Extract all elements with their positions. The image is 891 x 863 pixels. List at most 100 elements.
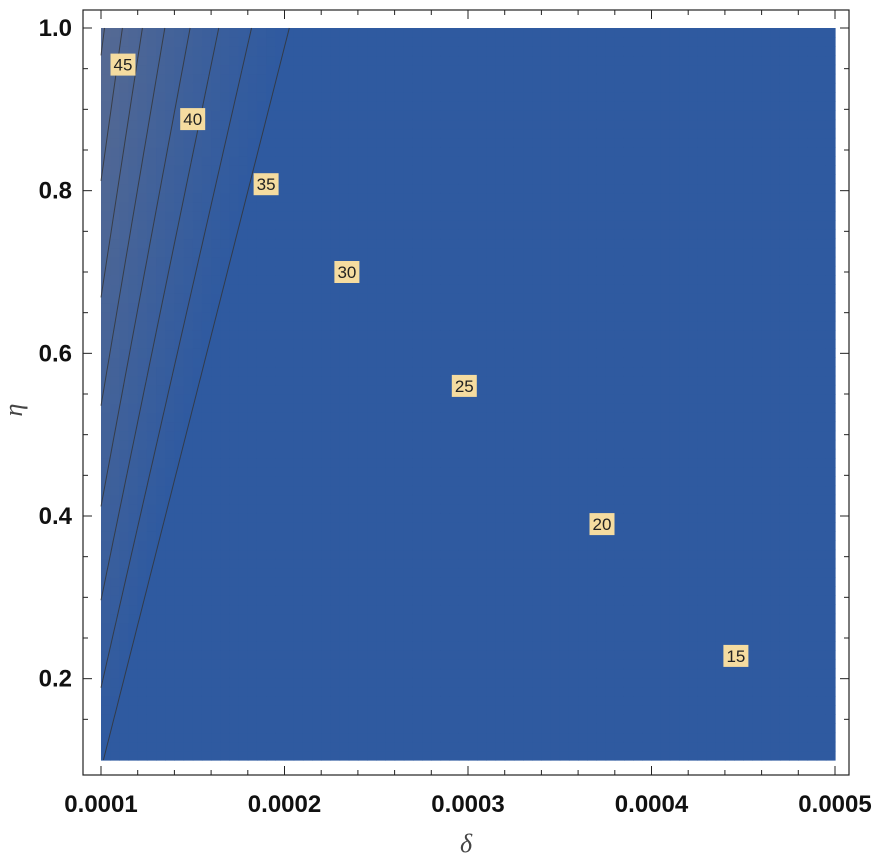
fill-cell: [614, 750, 625, 761]
fill-cell: [523, 494, 533, 505]
fill-cell: [578, 284, 588, 294]
fill-cell: [495, 723, 506, 734]
fill-cell: [440, 137, 451, 148]
fill-cell: [669, 723, 680, 734]
fill-cell: [394, 28, 405, 38]
fill-cell: [128, 403, 139, 413]
fill-cell: [137, 659, 148, 670]
fill-cell: [330, 512, 341, 523]
fill-cell: [137, 595, 148, 606]
fill-cell: [550, 558, 561, 569]
fill-cell: [633, 494, 643, 505]
fill-cell: [495, 247, 506, 258]
fill-cell: [128, 586, 139, 596]
fill-cell: [449, 329, 460, 340]
fill-cell: [614, 458, 625, 468]
fill-cell: [321, 37, 331, 47]
fill-cell: [385, 622, 396, 633]
fill-cell: [293, 485, 304, 496]
fill-cell: [633, 275, 643, 285]
fill-cell: [486, 577, 497, 587]
fill-cell: [101, 82, 111, 93]
fill-cell: [357, 750, 368, 761]
fill-cell: [101, 412, 111, 423]
fill-cell: [532, 503, 543, 514]
fill-cell: [376, 339, 387, 349]
fill-cell: [357, 577, 368, 587]
fill-cell: [651, 723, 662, 734]
fill-cell: [247, 476, 258, 487]
fill-cell: [119, 714, 130, 724]
fill-cell: [633, 732, 643, 743]
fill-cell: [357, 595, 368, 606]
fill-cell: [183, 339, 194, 349]
fill-cell: [449, 540, 460, 551]
fill-cell: [275, 430, 286, 441]
fill-cell: [330, 631, 341, 642]
fill-cell: [605, 247, 616, 258]
fill-cell: [220, 329, 231, 340]
fill-cell: [633, 403, 643, 413]
fill-cell: [587, 46, 598, 57]
fill-cell: [614, 192, 625, 203]
fill-cell: [422, 101, 432, 111]
fill-cell: [367, 156, 377, 166]
fill-cell: [367, 55, 377, 66]
fill-cell: [532, 714, 543, 724]
fill-cell: [321, 220, 331, 230]
fill-cell: [449, 192, 460, 203]
fill-cell: [486, 366, 497, 377]
fill-cell: [412, 229, 423, 240]
fill-cell: [587, 567, 598, 578]
fill-cell: [238, 485, 249, 496]
fill-cell: [660, 137, 671, 148]
fill-cell: [394, 174, 405, 185]
fill-cell: [614, 247, 625, 258]
fill-cell: [201, 64, 212, 75]
fill-cell: [412, 494, 423, 505]
fill-cell: [431, 403, 442, 413]
fill-cell: [596, 137, 607, 148]
fill-cell: [504, 631, 515, 642]
fill-cell: [275, 714, 286, 724]
fill-cell: [623, 641, 634, 651]
fill-cell: [229, 531, 240, 541]
fill-cell: [128, 73, 139, 84]
fill-cell: [201, 137, 212, 148]
fill-cell: [348, 229, 359, 240]
fill-cell: [183, 622, 194, 633]
fill-cell: [504, 73, 515, 84]
fill-cell: [229, 46, 240, 57]
fill-cell: [110, 403, 120, 413]
fill-cell: [431, 311, 442, 322]
fill-cell: [137, 522, 148, 532]
fill-cell: [422, 229, 432, 240]
fill-cell: [238, 247, 249, 258]
fill-cell: [449, 723, 460, 734]
fill-cell: [192, 394, 203, 404]
fill-cell: [412, 650, 423, 660]
fill-cell: [275, 64, 286, 75]
fill-cell: [394, 659, 405, 670]
fill-cell: [385, 467, 396, 477]
fill-cell: [128, 284, 139, 294]
fill-cell: [385, 64, 396, 75]
fill-cell: [568, 403, 579, 413]
fill-cell: [623, 577, 634, 587]
fill-cell: [403, 73, 414, 84]
fill-cell: [532, 750, 543, 761]
fill-cell: [119, 183, 130, 194]
fill-cell: [293, 275, 304, 285]
fill-cell: [458, 302, 469, 313]
fill-cell: [201, 357, 212, 368]
fill-cell: [367, 339, 377, 349]
fill-cell: [229, 522, 240, 532]
fill-cell: [550, 595, 561, 606]
fill-cell: [238, 101, 249, 111]
fill-cell: [385, 485, 396, 496]
fill-cell: [266, 339, 276, 349]
fill-cell: [403, 741, 414, 752]
fill-cell: [183, 540, 194, 551]
fill-cell: [541, 192, 552, 203]
fill-cell: [174, 293, 185, 304]
